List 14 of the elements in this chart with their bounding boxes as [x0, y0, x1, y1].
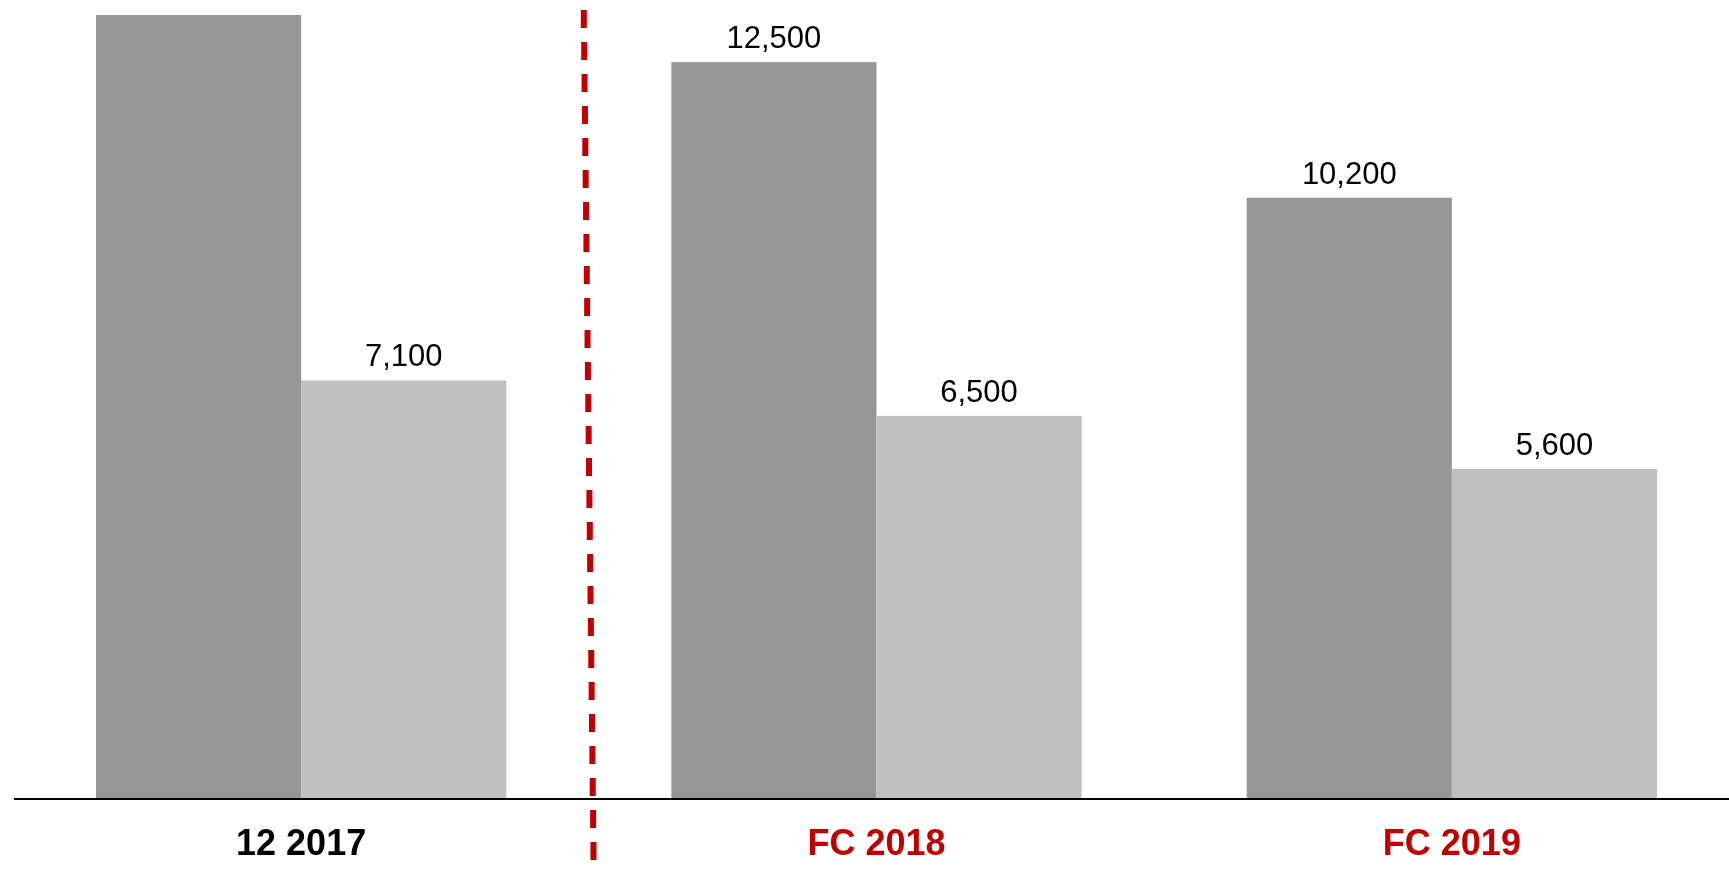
- bar: [96, 15, 302, 799]
- data-label: 12,500: [726, 20, 822, 56]
- bar: [301, 380, 507, 799]
- x-tick-label: FC 2019: [1382, 822, 1521, 863]
- bar: [671, 62, 877, 799]
- bar: [876, 415, 1082, 799]
- bar: [1451, 468, 1657, 799]
- bar: [1246, 197, 1452, 799]
- data-label: 5,600: [1515, 426, 1594, 462]
- data-label: 6,500: [940, 373, 1018, 409]
- x-tick-label: FC 2018: [807, 822, 946, 863]
- data-label: 7,100: [364, 338, 443, 374]
- x-tick-label: 12 2017: [236, 822, 367, 863]
- data-label: 10,200: [1301, 155, 1397, 191]
